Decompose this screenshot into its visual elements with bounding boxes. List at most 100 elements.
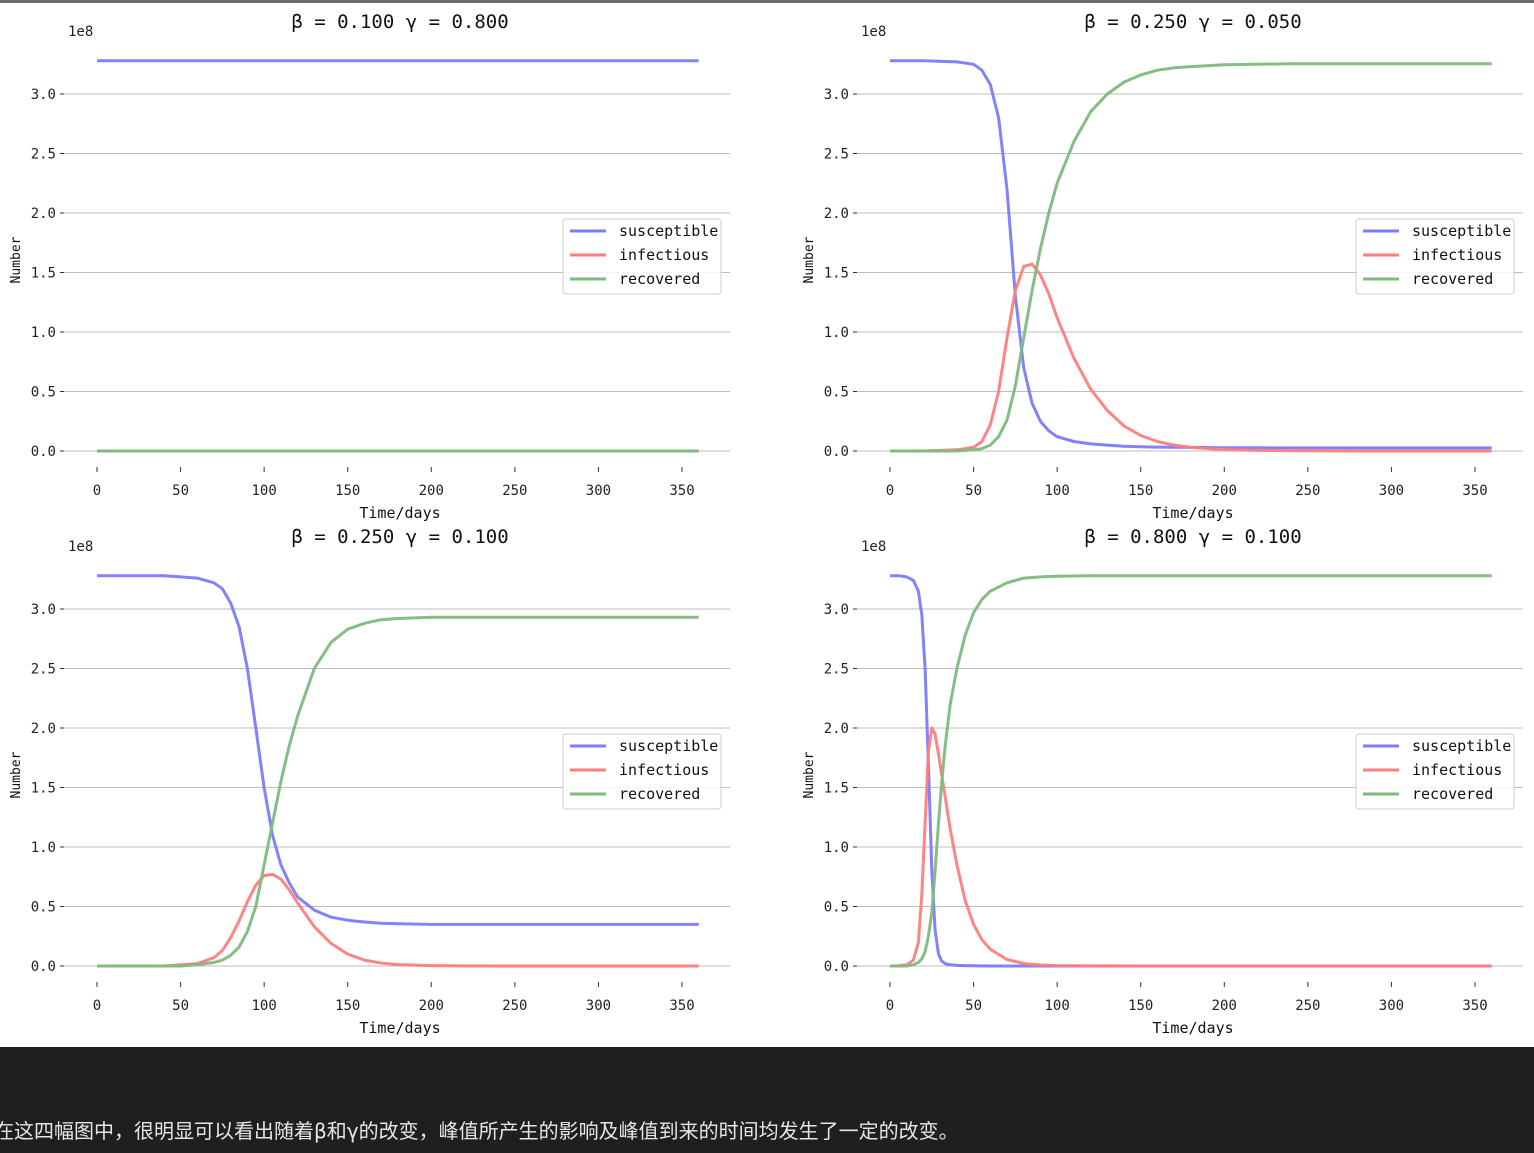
x-tick-label: 150 [1128,483,1153,499]
x-tick-label: 150 [335,998,360,1014]
series-line-infectious [889,726,1492,968]
y-tick-label: 0.5 [31,900,56,916]
y-tick-label: 0.0 [31,959,56,975]
y-tick-label: 2.0 [824,206,849,222]
y-tick-label: 2.5 [824,662,849,678]
series-line-susceptible [890,59,1492,450]
legend-box [1355,733,1515,810]
y-offset-label: 1e8 [861,24,886,40]
legend-label-susceptible: susceptible [1412,222,1511,240]
y-tick-label: 1.5 [31,781,56,797]
y-tick-label: 1.0 [31,325,56,341]
subplot-title: β = 0.250 γ = 0.100 [291,526,508,548]
x-tick-label: 0 [886,483,894,499]
x-tick-label: 250 [1295,998,1320,1014]
y-tick-label: 1.0 [824,840,849,856]
legend-label-infectious: infectious [619,761,709,779]
x-tick-label: 300 [1379,998,1404,1014]
legend-box [562,218,722,295]
y-tick-label: 2.0 [824,721,849,737]
y-offset-label: 1e8 [861,539,886,555]
caption-bar: 在这四幅图中，很明显可以看出随着β和γ的改变，峰值所产生的影响及峰值到来的时间均… [0,1047,1534,1153]
y-axis-label: Number [802,236,817,283]
legend-box [1355,218,1515,295]
legend-label-susceptible: susceptible [619,737,718,755]
legend-label-recovered: recovered [619,270,700,288]
y-tick-label: 0.0 [824,959,849,975]
subplot-4: 0.0 0.5 1.0 1.5 2.0 2.5 3.0 0 50 100 150 200 250 300 3… [802,526,1523,1037]
y-axis-label: Number [802,751,817,798]
x-tick-label: 0 [93,483,101,499]
series-line-recovered [890,62,1492,453]
x-tick-label: 300 [1379,483,1404,499]
x-tick-label: 100 [1044,483,1069,499]
y-axis-label: Number [9,236,24,283]
x-tick-label: 100 [251,998,276,1014]
caption-text: 在这四幅图中，很明显可以看出随着β和γ的改变，峰值所产生的影响及峰值到来的时间均… [0,1119,959,1143]
y-tick-label: 2.5 [31,662,56,678]
x-tick-label: 0 [886,998,894,1014]
series-line-recovered [97,615,699,968]
legend-label-recovered: recovered [1412,785,1493,803]
figure: 0.0 0.5 1.0 1.5 2.0 2.5 3.0 0 50 100 150 200 250 300 3… [0,3,1534,1047]
sir-figure-svg: 0.0 0.5 1.0 1.5 2.0 2.5 3.0 0 50 100 150 200 250 300 3… [9,11,1523,1037]
x-tick-label: 50 [965,998,982,1014]
y-tick-label: 0.5 [31,385,56,401]
x-tick-label: 50 [172,483,189,499]
x-tick-label: 50 [965,483,982,499]
y-tick-label: 0.5 [824,385,849,401]
x-axis-label: Time/days [1152,1019,1233,1037]
y-tick-label: 1.5 [31,266,56,282]
y-tick-label: 1.0 [31,840,56,856]
x-tick-label: 150 [335,483,360,499]
subplot-1: 0.0 0.5 1.0 1.5 2.0 2.5 3.0 0 50 100 150 200 250 300 3… [9,11,730,522]
y-offset-label: 1e8 [68,24,93,40]
y-tick-label: 2.0 [31,721,56,737]
subplot-title: β = 0.800 γ = 0.100 [1084,526,1301,548]
y-tick-label: 2.0 [31,206,56,222]
y-tick-label: 1.5 [824,266,849,282]
y-tick-label: 2.5 [31,147,56,163]
x-tick-label: 200 [419,998,444,1014]
x-tick-label: 0 [93,998,101,1014]
x-tick-label: 250 [1295,483,1320,499]
y-tick-label: 1.0 [824,325,849,341]
subplot-title: β = 0.250 γ = 0.050 [1084,11,1301,33]
x-tick-label: 250 [502,998,527,1014]
x-tick-label: 350 [669,998,694,1014]
series-line-recovered [890,574,1492,968]
series-line-susceptible [97,574,699,926]
legend-box [562,733,722,810]
x-tick-label: 50 [172,998,189,1014]
subplot-3: 0.0 0.5 1.0 1.5 2.0 2.5 3.0 0 50 100 150 200 250 300 3… [9,526,730,1037]
legend-label-infectious: infectious [1412,246,1502,264]
x-tick-label: 200 [419,483,444,499]
x-axis-label: Time/days [359,504,440,522]
legend-label-susceptible: susceptible [1412,737,1511,755]
y-tick-label: 2.5 [824,147,849,163]
x-tick-label: 100 [251,483,276,499]
y-offset-label: 1e8 [68,539,93,555]
y-tick-label: 1.5 [824,781,849,797]
series-line-infectious [890,262,1492,453]
x-tick-label: 200 [1212,998,1237,1014]
legend-label-infectious: infectious [619,246,709,264]
y-tick-label: 3.0 [31,87,56,103]
legend-label-recovered: recovered [619,785,700,803]
legend-label-recovered: recovered [1412,270,1493,288]
x-tick-label: 150 [1128,998,1153,1014]
x-tick-label: 300 [586,998,611,1014]
y-axis-label: Number [9,751,24,798]
legend-label-susceptible: susceptible [619,222,718,240]
y-tick-label: 0.0 [824,444,849,460]
y-tick-label: 0.0 [31,444,56,460]
series-line-infectious [97,872,699,968]
x-axis-label: Time/days [1152,504,1233,522]
subplot-title: β = 0.100 γ = 0.800 [291,11,508,33]
x-axis-label: Time/days [359,1019,440,1037]
x-tick-label: 250 [502,483,527,499]
x-tick-label: 350 [669,483,694,499]
x-tick-label: 300 [586,483,611,499]
subplot-2: 0.0 0.5 1.0 1.5 2.0 2.5 3.0 0 50 100 150 200 250 300 3… [802,11,1523,522]
top-border [0,0,1534,3]
